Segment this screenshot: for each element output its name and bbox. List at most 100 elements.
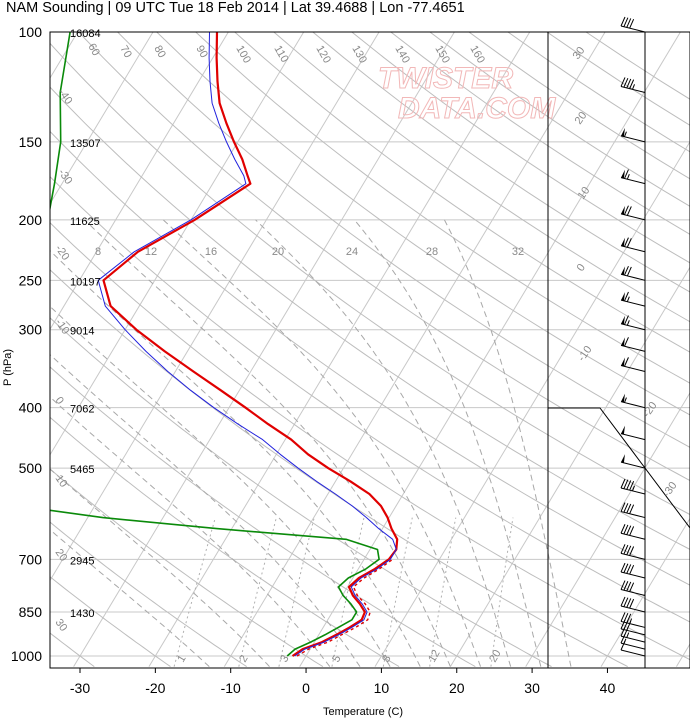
hodograph-axis-label: -20	[641, 400, 660, 420]
wind-barb-full	[626, 206, 632, 216]
mixing-ratio-line	[331, 517, 365, 667]
wind-barb-full	[623, 479, 629, 489]
x-tick-label: 20	[449, 680, 465, 696]
wind-barb-full	[623, 291, 629, 302]
dry-adiabat-line	[50, 42, 690, 516]
wind-barb-full	[629, 546, 635, 556]
y-tick-label: 100	[19, 24, 43, 40]
dry-adiabat-line	[234, 32, 690, 353]
moist-adiabat-label: 12	[145, 246, 157, 258]
wind-barb-full	[620, 580, 626, 590]
wind-barb-staff	[620, 552, 646, 560]
x-tick-label: 0	[302, 680, 310, 696]
moist-adiabat-line	[50, 250, 421, 667]
wind-barb	[620, 393, 646, 409]
isotherm-label: 10	[53, 473, 70, 490]
wind-barb-full	[623, 563, 629, 573]
dry-adiabat-line	[50, 130, 690, 586]
wind-barb-staff	[620, 589, 646, 597]
wind-barb-full	[620, 524, 626, 534]
moist-adiabat-line	[50, 468, 270, 667]
dry-adiabat-line	[50, 576, 171, 668]
wind-barb-staff	[620, 344, 646, 352]
dry-adiabat-line	[273, 32, 690, 323]
wind-barb-staff	[620, 135, 646, 143]
wind-barb-staff	[620, 642, 646, 650]
dry-adiabat-line	[156, 32, 690, 416]
isotherm-line	[50, 32, 305, 456]
dry-adiabat-line	[312, 32, 690, 293]
dry-adiabat-label: 100	[233, 44, 253, 66]
moist-adiabat-label: 16	[205, 246, 217, 258]
wind-barb-staff	[620, 461, 646, 469]
wind-barb-full	[626, 266, 632, 277]
wind-barb-full	[629, 564, 635, 575]
moist-adiabat-line	[50, 305, 391, 667]
wind-barb-staff	[620, 571, 646, 579]
wind-barb-staff	[620, 433, 646, 441]
dry-adiabat-label: 70	[117, 44, 134, 61]
mixing-ratio-line	[173, 517, 216, 667]
dewpoint-profile-line	[50, 32, 380, 657]
wind-barb-flag	[621, 393, 625, 403]
wind-barb-half	[626, 174, 630, 180]
dry-adiabat-line	[50, 366, 476, 668]
plot-frame	[49, 31, 690, 669]
wind-barb	[620, 357, 646, 372]
wind-barb	[620, 478, 646, 495]
wind-barb-staff	[620, 273, 646, 281]
wind-barb-full	[623, 205, 629, 215]
isotherm-label: -20	[53, 243, 72, 263]
wind-barb-full	[626, 581, 632, 592]
wind-barb-full	[626, 525, 632, 535]
isotherm-label: -40	[56, 87, 75, 107]
hodograph-axis-label: 10	[576, 185, 593, 202]
dry-adiabat-line	[50, 269, 628, 668]
wind-barb	[620, 425, 646, 441]
wind-barb	[620, 205, 646, 221]
y-tick-label: 400	[19, 400, 43, 416]
x-axis-label: Temperature (C)	[323, 706, 403, 718]
isotherm-label: -30	[56, 167, 75, 187]
wind-barb	[620, 16, 646, 33]
wind-barb	[620, 127, 646, 143]
wind-barb-full	[629, 582, 635, 592]
dry-adiabat-label: 110	[271, 44, 290, 65]
height-label: 16084	[70, 28, 101, 40]
dry-adiabat-line	[50, 632, 95, 668]
wind-barb	[620, 77, 646, 93]
height-label: 5465	[70, 464, 94, 476]
wind-barb-half	[626, 320, 630, 326]
wind-barb-flag	[621, 127, 625, 137]
dry-adiabat-line	[50, 222, 690, 661]
wind-barb-full	[626, 480, 632, 490]
x-tick-label: 30	[524, 680, 540, 696]
wind-barb-full	[620, 502, 626, 512]
mixing-ratio-label: 20	[487, 648, 504, 665]
wind-barb	[620, 291, 646, 307]
y-tick-label: 300	[19, 322, 43, 338]
wind-barb-staff	[620, 25, 646, 33]
wind-barb-full	[629, 598, 635, 609]
wind-barb-half	[632, 84, 635, 90]
mixing-ratio-label: 12	[426, 648, 443, 665]
y-tick-label: 250	[19, 272, 43, 288]
wind-barb-half	[623, 638, 627, 645]
dry-adiabat-label: 130	[349, 44, 369, 66]
virtual_temperature-profile-line	[97, 32, 397, 657]
wind-barb-staff	[620, 245, 646, 253]
moist-adiabat-line	[50, 353, 361, 667]
wind-barb-full	[620, 544, 626, 554]
isotherm-label: 0	[53, 395, 66, 407]
wind-barb-full	[629, 18, 635, 29]
height-label: 1430	[70, 608, 94, 620]
dry-adiabat-label: 60	[85, 42, 102, 59]
wind-barb-full	[626, 238, 632, 248]
isotherm-line	[449, 266, 690, 667]
dry-adiabat-line	[195, 32, 690, 384]
wind-barb	[620, 315, 646, 331]
wind-barb-full	[626, 613, 632, 624]
wind-barb-full	[626, 598, 632, 608]
wind-barb-half	[626, 632, 630, 638]
